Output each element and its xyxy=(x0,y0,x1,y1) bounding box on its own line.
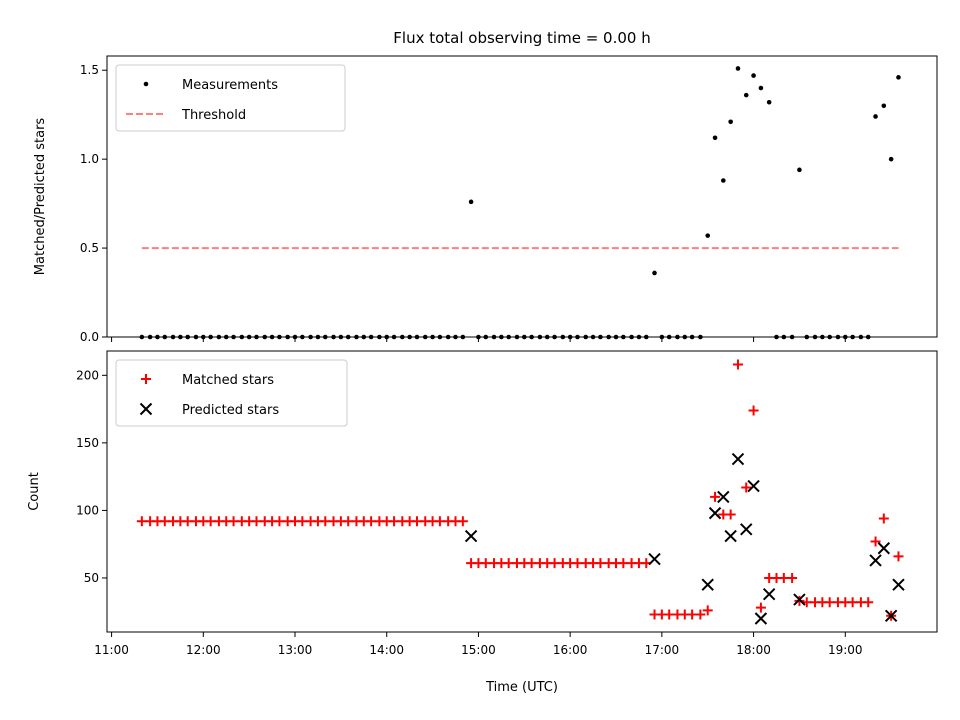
top-panel: 0.0 0.5 1.0 1.5 Matched/Predicted stars Measu… xyxy=(33,55,938,344)
bottom-panel: 50 100 150 200 11:00 12:00 13:00 14:00 15:00 16:0… xyxy=(27,350,938,695)
legend-label: Measurements xyxy=(182,78,278,93)
y-tick-label: 1.0 xyxy=(80,152,99,166)
predicted-star-point xyxy=(648,552,661,566)
matched-star-point xyxy=(457,516,468,527)
matched-star-point xyxy=(878,513,889,524)
y-tick-label: 200 xyxy=(76,368,99,382)
measurement-point xyxy=(873,114,878,119)
x-tick-label: 11:00 xyxy=(94,643,129,657)
matched-star-point xyxy=(787,572,798,583)
measurement-point xyxy=(721,178,726,183)
x-tick-label: 13:00 xyxy=(278,643,313,657)
x-tick-label: 15:00 xyxy=(461,643,496,657)
predicted-star-point xyxy=(464,529,478,543)
matched-star-point xyxy=(695,609,706,620)
x-tick-label: 14:00 xyxy=(369,643,404,657)
matched-star-point xyxy=(710,491,721,502)
legend-label: Predicted stars xyxy=(182,403,279,418)
predicted-star-point xyxy=(869,554,882,567)
predicted-star-point xyxy=(884,609,898,622)
measurement-point xyxy=(705,233,711,238)
legend-label: Matched stars xyxy=(182,373,274,388)
predicted-star-point xyxy=(724,529,737,543)
measurement-point xyxy=(751,73,756,78)
x-tick-label: 12:00 xyxy=(186,643,221,657)
legend-box xyxy=(115,359,348,427)
legend-marker xyxy=(141,374,151,384)
y-tick-label: 0.0 xyxy=(80,330,99,344)
predicted-star-point xyxy=(701,578,714,591)
top-chart-title: Flux total observing time = 0.00 h xyxy=(393,29,650,47)
predicted-star-point xyxy=(892,578,905,591)
y-axis-label: Count xyxy=(27,472,42,511)
y-tick-label: 50 xyxy=(84,571,99,585)
predicted-star-point xyxy=(877,542,891,555)
measurement-point xyxy=(896,75,901,80)
matched-star-point xyxy=(732,359,743,370)
measurement-point xyxy=(888,156,894,162)
predicted-star-point xyxy=(762,587,776,601)
y-tick-label: 150 xyxy=(76,436,99,450)
plot-frame xyxy=(106,55,938,338)
y-tick-label: 1.5 xyxy=(80,63,99,77)
legend-marker xyxy=(139,402,153,416)
matched-star-point xyxy=(893,551,904,562)
measurement-point xyxy=(758,85,764,91)
measurement-point xyxy=(712,135,718,141)
matched-star-point xyxy=(725,509,736,520)
predicted-star-point xyxy=(754,612,768,625)
predicted-star-point xyxy=(793,593,806,606)
matched-star-point xyxy=(702,605,713,616)
measurement-point xyxy=(735,66,741,71)
measurement-point xyxy=(797,167,802,173)
y-tick-label: 100 xyxy=(76,503,99,517)
x-tick-label: 16:00 xyxy=(553,643,588,657)
predicted-star-point xyxy=(747,479,760,493)
legend-label: Threshold xyxy=(181,108,246,123)
legend-box xyxy=(115,64,346,132)
predicted-star-point xyxy=(740,523,753,536)
measurement-point xyxy=(652,270,657,276)
measurement-point xyxy=(766,99,772,105)
measurement-point xyxy=(881,103,887,109)
matched-star-point xyxy=(748,405,759,416)
matched-star-point xyxy=(755,602,766,613)
matched-star-point xyxy=(741,482,752,493)
matched-star-point xyxy=(870,536,881,547)
measurement-point xyxy=(743,92,749,98)
legend-marker xyxy=(143,81,149,87)
measurement-point xyxy=(468,199,474,205)
x-tick-label: 18:00 xyxy=(736,643,771,657)
x-axis-label: Time (UTC) xyxy=(485,680,558,695)
measurement-point xyxy=(728,119,733,125)
x-tick-label: 17:00 xyxy=(645,643,680,657)
predicted-star-point xyxy=(731,452,745,466)
y-axis-label: Matched/Predicted stars xyxy=(33,118,48,276)
plot-frame xyxy=(106,350,938,633)
predicted-star-point xyxy=(708,506,722,520)
matched-star-point xyxy=(863,597,874,608)
predicted-star-point xyxy=(717,490,730,504)
x-tick-label: 19:00 xyxy=(828,643,863,657)
y-tick-label: 0.5 xyxy=(80,241,99,255)
